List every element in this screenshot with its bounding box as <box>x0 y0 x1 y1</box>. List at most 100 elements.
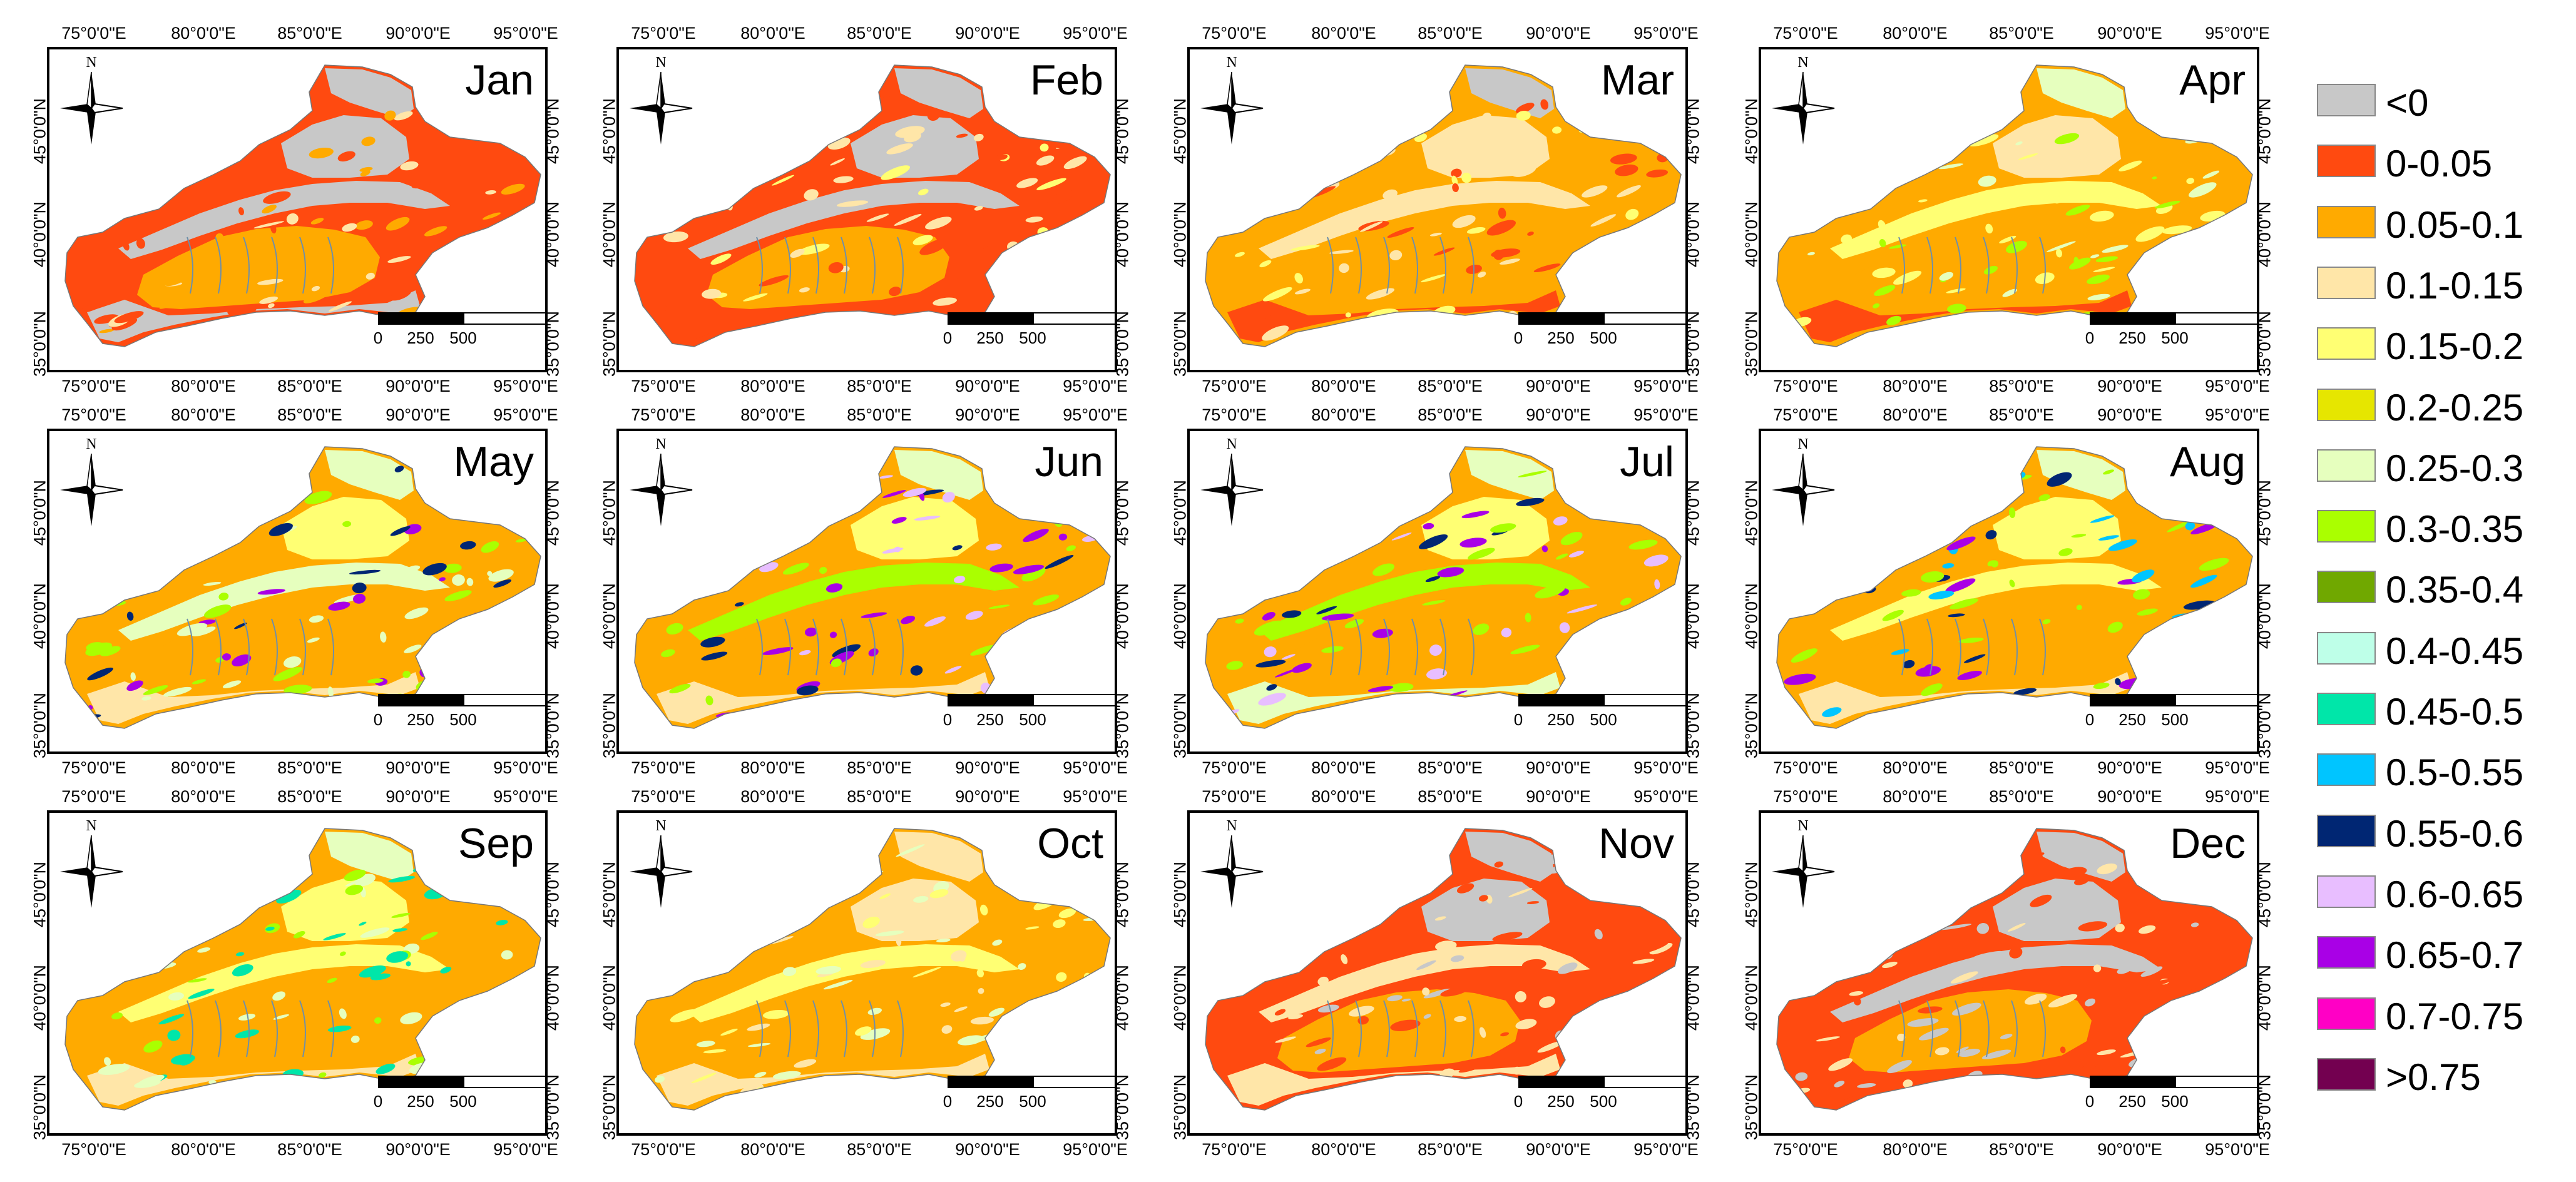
texture-patch <box>868 648 879 657</box>
texture-patch <box>1958 637 1984 643</box>
texture-patch <box>151 885 178 898</box>
texture-patch <box>1003 120 1019 125</box>
tarim-basin <box>1277 608 1520 691</box>
texture-patch <box>755 115 769 125</box>
texture-patch <box>253 221 284 228</box>
texture-patch <box>1794 596 1821 610</box>
scale-label: 250 <box>1547 1092 1575 1111</box>
texture-patch <box>1451 168 1462 178</box>
texture-patch <box>1021 567 1046 582</box>
texture-patch <box>406 565 421 572</box>
legend-label: 0.2-0.25 <box>2386 386 2524 429</box>
texture-patch <box>1020 487 1042 499</box>
legend-swatch <box>2317 936 2376 969</box>
texture-patch <box>1833 924 1863 931</box>
kunlun-zone <box>1227 1054 1560 1106</box>
month-label: Jan <box>465 56 534 104</box>
texture-patch <box>493 107 518 121</box>
texture-patch <box>992 939 1003 946</box>
scale-label: 500 <box>2161 710 2189 729</box>
lat-tick-right: 35°0'0"N <box>1684 310 1703 377</box>
lon-tick-top: 95°0'0"E <box>1063 787 1128 806</box>
river-line <box>869 1000 876 1057</box>
legend-item: 0.1-0.15 <box>2317 263 2567 307</box>
north-label: N <box>1226 436 1237 452</box>
texture-patch <box>1879 238 1886 248</box>
texture-patch <box>1422 599 1446 606</box>
texture-patch <box>879 475 894 479</box>
texture-patch <box>1030 651 1046 656</box>
texture-patch <box>2183 629 2202 640</box>
legend-label: 0.35-0.4 <box>2386 569 2524 611</box>
texture-patch <box>1349 1006 1374 1017</box>
texture-patch <box>1473 623 1490 635</box>
texture-patch <box>2119 160 2142 171</box>
texture-patch <box>452 267 485 277</box>
dzungaria-zone <box>851 115 979 178</box>
texture-patch <box>1961 904 1988 919</box>
lat-tick-left: 40°0'0"N <box>1742 964 1761 1031</box>
texture-patch <box>1650 511 1659 515</box>
texture-patch <box>1791 648 1818 663</box>
texture-patch <box>135 469 157 481</box>
texture-patch <box>1275 545 1294 556</box>
north-arrow-icon: N <box>60 436 123 526</box>
lon-tick-bottom: 90°0'0"E <box>2097 377 2162 395</box>
texture-patch <box>1258 185 1275 193</box>
texture-patch <box>1263 287 1292 302</box>
tianshan-zone <box>1830 563 2162 641</box>
texture-patch <box>1882 961 1898 968</box>
lon-tick-top: 95°0'0"E <box>493 787 558 806</box>
lat-tick-right: 35°0'0"N <box>1113 692 1132 759</box>
lat-tick-left: 45°0'0"N <box>1170 479 1190 546</box>
lon-tick-bottom: 80°0'0"E <box>1883 1140 1948 1159</box>
texture-patch <box>687 571 713 583</box>
map-panel-aug: NAug02505001,000Km <box>1759 429 2259 754</box>
texture-patch <box>1857 1083 1876 1088</box>
texture-patch <box>1075 502 1105 508</box>
tianshan-zone <box>688 563 1020 641</box>
texture-patch <box>2041 1080 2048 1086</box>
texture-patch <box>270 223 277 234</box>
texture-patch <box>1530 151 1536 161</box>
texture-patch <box>1264 646 1277 658</box>
texture-patch <box>509 141 526 148</box>
lon-tick-bottom: 95°0'0"E <box>1633 377 1699 395</box>
texture-patch <box>1262 612 1275 621</box>
texture-patch <box>1931 502 1956 512</box>
lon-tick-top: 75°0'0"E <box>1202 24 1267 43</box>
texture-patch <box>1527 232 1534 236</box>
texture-patch <box>913 895 929 903</box>
lon-tick-bottom: 80°0'0"E <box>740 1140 805 1159</box>
lon-tick-bottom: 80°0'0"E <box>740 377 805 395</box>
texture-patch <box>1575 657 1587 665</box>
lat-tick-left: 40°0'0"N <box>1170 201 1190 268</box>
river-line <box>271 618 278 676</box>
texture-patch <box>924 616 946 627</box>
texture-patch <box>1434 916 1446 921</box>
texture-patch <box>1935 1047 1950 1056</box>
lat-tick-left: 40°0'0"N <box>600 583 619 650</box>
texture-patch <box>1516 110 1531 121</box>
texture-patch <box>693 145 723 158</box>
texture-patch <box>2186 178 2195 185</box>
lon-tick-top: 80°0'0"E <box>740 24 805 43</box>
texture-patch <box>1277 538 1301 548</box>
texture-patch <box>353 593 366 604</box>
texture-patch <box>133 540 144 552</box>
river-line <box>841 1000 847 1057</box>
river-line <box>897 618 904 676</box>
texture-patch <box>309 147 334 159</box>
lon-tick-bottom: 90°0'0"E <box>955 1140 1020 1159</box>
texture-patch <box>374 1017 382 1024</box>
texture-patch <box>1515 991 1526 1002</box>
texture-patch <box>360 170 371 176</box>
lon-tick-top: 75°0'0"E <box>1773 24 1838 43</box>
lat-tick-left: 35°0'0"N <box>1170 692 1190 759</box>
texture-patch <box>449 494 480 507</box>
lon-tick-bottom: 90°0'0"E <box>955 758 1020 777</box>
texture-patch <box>463 638 471 644</box>
river-line <box>1983 237 1990 294</box>
texture-patch <box>875 930 904 937</box>
texture-patch <box>1533 263 1561 273</box>
